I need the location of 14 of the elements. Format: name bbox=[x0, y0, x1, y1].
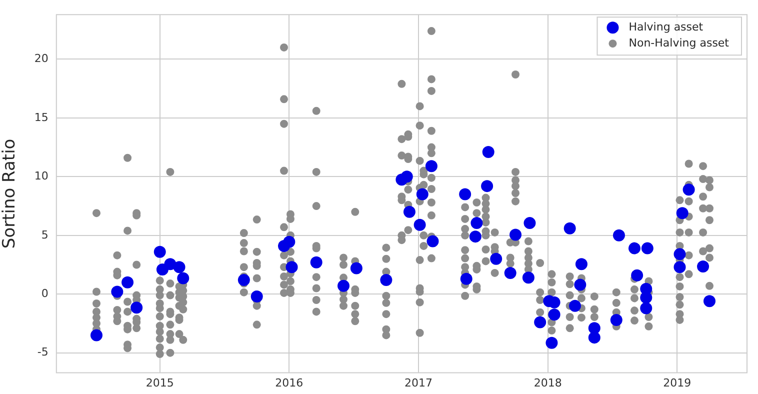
y-tick-label: 10 bbox=[34, 170, 48, 183]
x-tick-label: 2018 bbox=[534, 376, 562, 390]
x-tick-label: 2015 bbox=[146, 376, 174, 390]
y-tick-label: 15 bbox=[34, 110, 48, 124]
y-tick-label: 5 bbox=[41, 228, 48, 242]
x-tick-label: 2019 bbox=[663, 376, 692, 390]
legend-label: Non-Halving asset bbox=[628, 36, 730, 50]
legend-label: Halving asset bbox=[628, 20, 704, 34]
x-tick-label: 2016 bbox=[275, 376, 304, 390]
y-axis-title: Sortino Ratio bbox=[0, 138, 20, 249]
y-tick-label: 0 bbox=[41, 286, 48, 300]
y-tick-label: -5 bbox=[37, 346, 48, 359]
y-tick-label: 20 bbox=[34, 52, 48, 66]
x-tick-label: 2017 bbox=[404, 376, 433, 390]
